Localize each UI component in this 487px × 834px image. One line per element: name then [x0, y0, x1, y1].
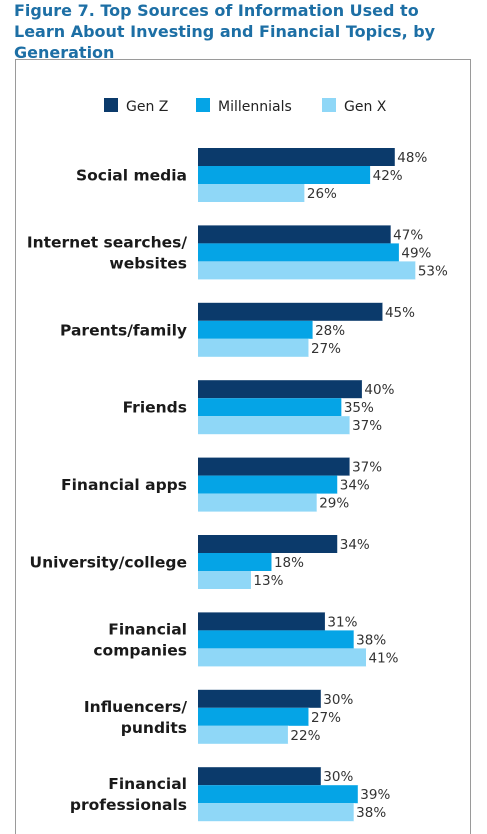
data-label: 40%: [364, 382, 394, 398]
data-label: 38%: [356, 632, 386, 648]
bar-millennials: [198, 785, 359, 804]
data-label: 45%: [385, 305, 415, 321]
bar-gen-x: [198, 338, 309, 357]
category-labels: Social media Internet searches/websites Pa…: [27, 167, 188, 815]
bar-gen-x: [198, 648, 367, 667]
category-label: Influencers/pundits: [84, 698, 187, 737]
bar-millennials: [198, 553, 272, 571]
legend-swatch-gen-x: [322, 98, 336, 112]
bar-gen-z: [198, 535, 338, 553]
bar-millennials: [198, 398, 342, 417]
data-label: 47%: [393, 227, 423, 243]
bar-millennials: [198, 166, 371, 184]
bar-gen-z: [198, 767, 322, 786]
chart-frame: [15, 59, 471, 834]
bar-gen-x: [198, 493, 318, 512]
legend-swatch-millennials: [196, 98, 210, 112]
bar-millennials: [198, 475, 338, 494]
category-label: Friends: [123, 399, 187, 417]
legend-swatch-gen-z: [104, 98, 118, 112]
data-label: 53%: [418, 263, 448, 279]
bar-gen-x: [198, 725, 289, 744]
bar-gen-z: [198, 689, 322, 708]
data-label: 18%: [274, 555, 304, 571]
data-label: 13%: [253, 573, 283, 589]
bar-gen-z: [198, 380, 363, 399]
bar-millennials: [198, 243, 400, 262]
category-label: Internet searches/websites: [27, 233, 188, 272]
data-label: 34%: [340, 478, 370, 494]
data-label: 30%: [323, 692, 353, 708]
category-label: Financial companies: [93, 620, 187, 659]
data-label: 30%: [323, 769, 353, 785]
data-label: 34%: [340, 537, 370, 553]
bar-gen-x: [198, 571, 252, 589]
data-label: 31%: [327, 614, 357, 630]
legend: Gen Z Millennials Gen X: [104, 98, 387, 115]
category-label: Parents/family: [60, 321, 187, 339]
bar-millennials: [198, 707, 309, 726]
bar-millennials: [198, 320, 314, 339]
data-label: 26%: [307, 186, 337, 202]
bar-gen-z: [198, 302, 383, 321]
legend-label-gen-z: Gen Z: [126, 99, 168, 115]
data-label: 38%: [356, 805, 386, 821]
bar-gen-x: [198, 261, 416, 280]
data-label: 37%: [352, 418, 382, 434]
data-label: 27%: [311, 341, 341, 357]
data-label: 39%: [360, 787, 390, 803]
legend-label-gen-x: Gen X: [344, 99, 387, 115]
category-label: University/college: [30, 554, 188, 572]
data-label: 35%: [344, 400, 374, 416]
chart-title: Figure 7. Top Sources of Information Use…: [14, 1, 436, 62]
data-label: 41%: [369, 650, 399, 666]
category-label: Social media: [76, 167, 187, 185]
bar-gen-x: [198, 184, 305, 202]
bar-gen-z: [198, 612, 326, 631]
data-label: 27%: [311, 710, 341, 726]
data-label: 22%: [290, 728, 320, 744]
bar-gen-z: [198, 457, 351, 476]
data-label: 48%: [397, 150, 427, 166]
data-label: 42%: [373, 168, 403, 184]
category-label: Financial apps: [61, 476, 187, 494]
category-label: Financial professionals: [70, 775, 187, 814]
bar-gen-x: [198, 803, 355, 822]
bars: 48% 42% 26% 47% 49% 53% 45% 28% 27% 40% 35% 37% 37% 3…: [198, 148, 448, 822]
bar-gen-x: [198, 416, 351, 435]
data-label: 49%: [401, 245, 431, 261]
data-label: 29%: [319, 496, 349, 512]
bar-gen-z: [198, 225, 392, 244]
data-label: 37%: [352, 460, 382, 476]
bar-gen-z: [198, 148, 396, 166]
legend-label-millennials: Millennials: [218, 99, 292, 115]
bar-millennials: [198, 630, 355, 649]
data-label: 28%: [315, 323, 345, 339]
